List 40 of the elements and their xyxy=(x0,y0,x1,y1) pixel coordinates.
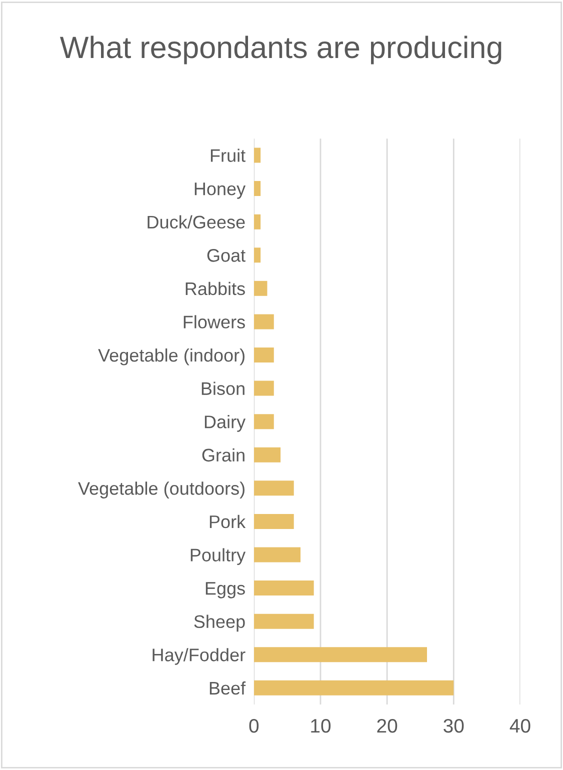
bar xyxy=(254,480,294,496)
bar xyxy=(254,614,314,629)
x-tick-label: 40 xyxy=(510,718,530,733)
y-tick-label: Beef xyxy=(210,681,246,695)
bar xyxy=(254,248,261,263)
y-tick-label: Vegetable (outdoors) xyxy=(78,482,244,498)
y-tick-label: Bison xyxy=(202,382,244,396)
bar xyxy=(254,380,274,396)
x-tick-label: 30 xyxy=(444,718,464,733)
y-tick-label: Flowers xyxy=(184,315,245,328)
x-tick-label: 0 xyxy=(249,718,259,733)
bar xyxy=(254,447,281,462)
bar xyxy=(254,547,301,562)
y-tick-label: Eggs xyxy=(206,582,245,598)
bar xyxy=(254,414,274,430)
y-tick-label: Hay/Fodder xyxy=(152,648,246,665)
y-tick-label: Duck/Geese xyxy=(148,215,245,229)
bar xyxy=(254,314,274,330)
y-tick-label: Goat xyxy=(207,249,246,262)
y-tick-label: Pork xyxy=(210,514,246,528)
y-tick-label: Grain xyxy=(202,448,244,462)
bar xyxy=(254,214,261,230)
y-tick-label: Honey xyxy=(194,182,246,199)
bar xyxy=(254,514,294,529)
bar xyxy=(254,181,261,196)
y-tick-label: Rabbits xyxy=(186,282,245,296)
bar xyxy=(254,148,261,163)
y-tick-label: Dairy xyxy=(204,415,246,432)
chart-title: What respondants are producing xyxy=(60,36,502,64)
x-tick-label: 10 xyxy=(311,718,331,733)
y-tick-label: Vegetable (indoor) xyxy=(98,348,244,366)
bar xyxy=(254,348,274,362)
bar xyxy=(254,280,268,296)
y-tick-label: Sheep xyxy=(194,614,245,632)
bar xyxy=(254,680,454,696)
bar xyxy=(254,647,428,662)
bar xyxy=(254,580,314,596)
x-tick-label: 20 xyxy=(377,718,398,733)
y-tick-label: Fruit xyxy=(210,148,246,162)
y-tick-label: Poultry xyxy=(190,548,246,566)
